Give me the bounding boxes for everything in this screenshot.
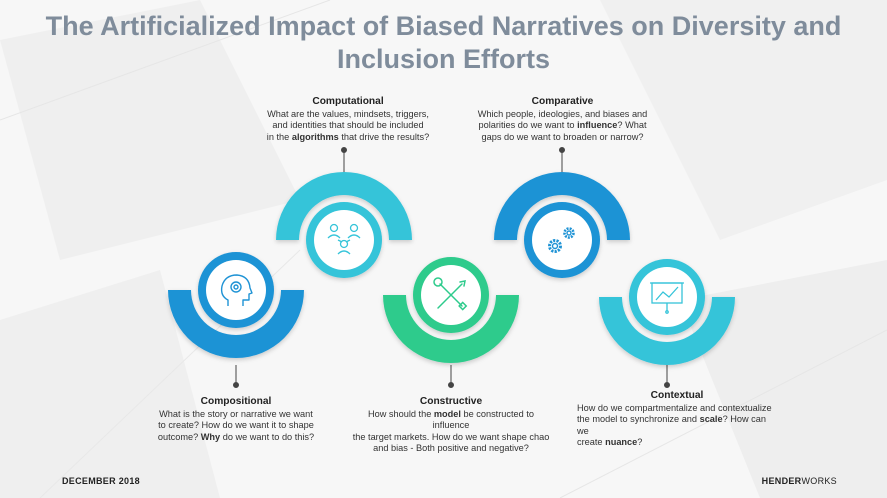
footer-brand: HENDERWORKS [762, 476, 837, 486]
text-line: and identities that should be included [272, 120, 424, 130]
contextual-description: Contextual How do we compartmentalize an… [577, 390, 777, 449]
gears-icon [548, 227, 575, 253]
text-line: and bias - Both positive and negative? [373, 443, 529, 453]
text-line: ? [637, 437, 643, 447]
brand-light: WORKS [801, 476, 837, 486]
connector-computational [341, 147, 347, 172]
text-line: How do we compartmentalize and contextua… [577, 402, 772, 413]
text-line: create [577, 437, 606, 447]
node-comparative [494, 172, 630, 278]
keyword-why: Why [200, 431, 221, 442]
text-line: outcome? [157, 431, 201, 442]
head-gear-icon [220, 274, 253, 306]
brand-bold: HENDER [761, 476, 802, 486]
computational-heading: Computational [312, 96, 384, 107]
constructive-heading: Constructive [419, 396, 483, 407]
text-line: be constructed to influence [432, 408, 534, 431]
presentation-board-icon [650, 282, 684, 314]
text-line: the model to synchronize and [577, 414, 700, 424]
text-line: polarities do we want to [478, 120, 578, 130]
text-line: do we want to do this? [220, 431, 315, 442]
keyword-nuance: nuance [605, 437, 638, 447]
comparative-heading: Comparative [531, 96, 594, 107]
text-line: gaps do we want to broaden or narrow? [481, 131, 644, 142]
people-network-icon [327, 223, 361, 255]
node-constructive [383, 257, 519, 363]
text-line: to create? How do we want it to shape [158, 420, 314, 430]
node-computational [276, 172, 412, 278]
keyword-model: model [433, 408, 461, 419]
keyword-algorithms: algorithms [291, 131, 339, 142]
page-title: The Artificialized Impact of Biased Narr… [45, 11, 842, 74]
computational-description: Computational What are the values, minds… [258, 96, 438, 143]
connector-contextual [664, 365, 670, 388]
connector-constructive [448, 365, 454, 388]
connector-comparative [559, 147, 565, 172]
connector-compositional [233, 365, 239, 388]
text-line: the target markets. How do we want shape… [352, 431, 550, 442]
footer-date: DECEMBER 2018 [62, 476, 140, 486]
text-line: What are the values, mindsets, triggers, [267, 108, 429, 119]
pencil-wrench-icon [433, 277, 468, 311]
text-line: What is the story or narrative we want [159, 408, 313, 419]
text-line: ? What [617, 120, 647, 130]
keyword-scale: scale [699, 414, 723, 424]
text-line: in the [266, 131, 292, 142]
text-line: Which people, ideologies, and biases and [477, 108, 648, 119]
node-compositional [168, 252, 304, 358]
text-line: How should the [368, 408, 434, 419]
constructive-description: Constructive How should the model be con… [351, 396, 551, 455]
compositional-heading: Compositional [200, 396, 272, 407]
keyword-influence: influence [577, 120, 618, 130]
compositional-description: Compositional What is the story or narra… [146, 396, 326, 443]
text-line: ? How can we [577, 414, 766, 436]
node-contextual [599, 259, 735, 365]
text-line: that drive the results? [338, 131, 430, 142]
contextual-heading: Contextual [650, 390, 704, 401]
comparative-description: Comparative Which people, ideologies, an… [470, 96, 655, 143]
